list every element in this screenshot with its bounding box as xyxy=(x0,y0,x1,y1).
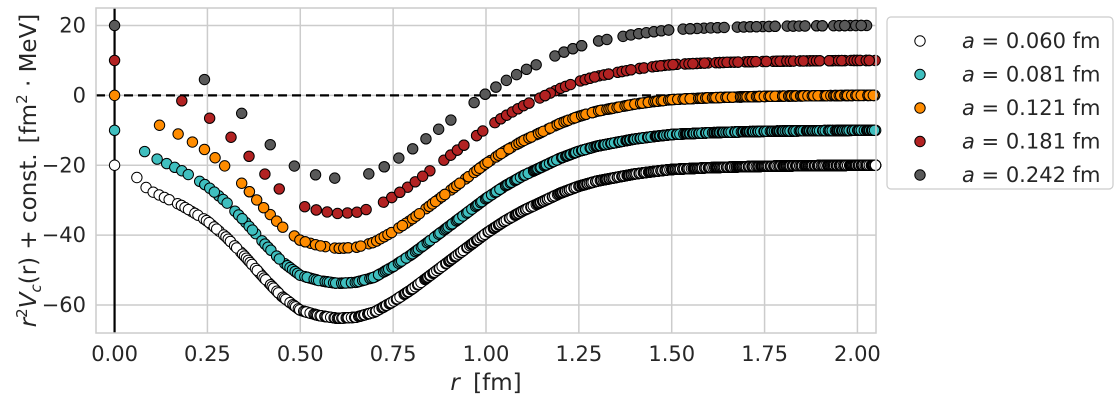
data-point xyxy=(208,186,221,198)
data-point xyxy=(131,171,143,184)
series-0 xyxy=(108,159,882,325)
data-points xyxy=(108,19,882,325)
data-point xyxy=(108,124,121,137)
data-point xyxy=(246,224,259,236)
data-point xyxy=(151,153,163,165)
data-point xyxy=(138,145,151,158)
data-point xyxy=(108,159,121,171)
data-point xyxy=(182,168,194,181)
data-point xyxy=(221,197,233,209)
